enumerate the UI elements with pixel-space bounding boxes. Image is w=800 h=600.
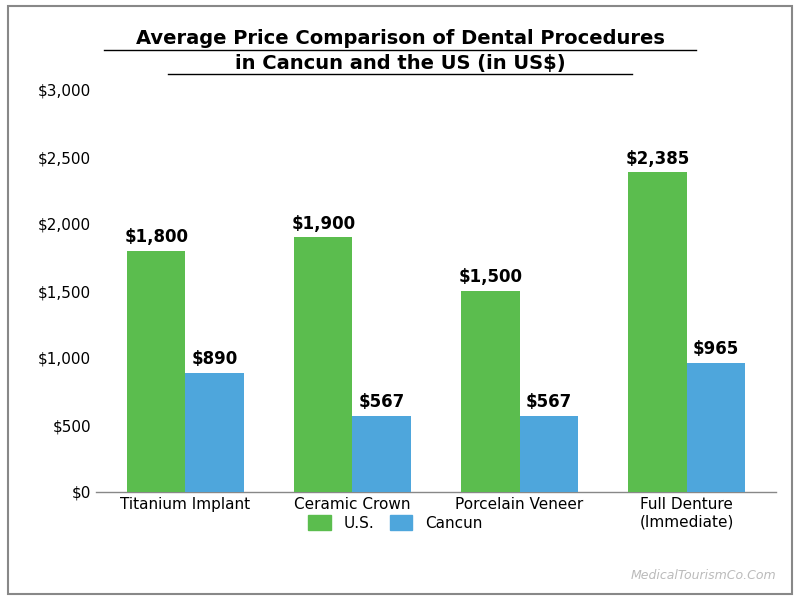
Legend: U.S., Cancun: U.S., Cancun: [302, 508, 488, 536]
Text: $965: $965: [693, 340, 739, 358]
Text: $1,800: $1,800: [124, 228, 188, 246]
Text: MedicalTourismCo.Com: MedicalTourismCo.Com: [630, 569, 776, 582]
Text: $1,900: $1,900: [291, 215, 355, 233]
Bar: [127, 251, 186, 492]
Text: in Cancun and the US (in US$): in Cancun and the US (in US$): [234, 53, 566, 73]
Bar: [353, 416, 411, 492]
Text: $1,500: $1,500: [458, 268, 522, 286]
Text: $567: $567: [526, 394, 572, 412]
Bar: [686, 362, 745, 492]
Bar: [186, 373, 244, 492]
Bar: [294, 238, 353, 492]
Text: Average Price Comparison of Dental Procedures: Average Price Comparison of Dental Proce…: [135, 29, 665, 49]
Bar: [628, 172, 686, 492]
Bar: [461, 291, 519, 492]
Text: $890: $890: [191, 350, 238, 368]
Text: $2,385: $2,385: [626, 150, 690, 168]
Bar: [519, 416, 578, 492]
Text: $567: $567: [358, 394, 405, 412]
